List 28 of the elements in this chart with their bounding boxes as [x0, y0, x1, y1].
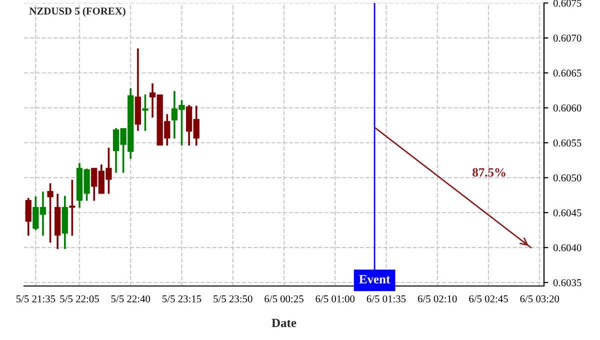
x-tick-label: 5/5 21:35 — [16, 295, 56, 302]
x-tick-label: 5/5 23:50 — [214, 295, 252, 302]
x-axis-title: Date — [272, 318, 296, 328]
x-tick-label: 6/5 00:25 — [264, 295, 304, 302]
candlestick — [25, 197, 32, 237]
y-tick-label: 0.6035 — [553, 279, 582, 286]
x-tick-label: 5/5 23:15 — [162, 295, 202, 302]
y-tick-label: 0.6045 — [553, 209, 582, 216]
y-tick-label: 0.6075 — [553, 0, 582, 7]
y-tick-label: 0.6070 — [553, 34, 582, 42]
ref-line-label: Event — [359, 275, 390, 284]
y-tick-label: 0.6050 — [553, 174, 582, 182]
x-tick-label: 6/5 02:10 — [418, 295, 457, 302]
y-tick-label: 0.6060 — [553, 104, 582, 112]
candlestick — [47, 182, 54, 244]
x-tick-label: 6/5 02:45 — [469, 295, 508, 302]
y-tick-label: 0.6065 — [553, 70, 582, 77]
chart-title: NZDUSD 5 (FOREX) — [29, 7, 126, 17]
y-tick-label: 0.6040 — [553, 244, 582, 252]
x-tick-label: 6/5 01:00 — [316, 295, 355, 302]
x-tick-label: 6/5 03:20 — [520, 295, 560, 302]
candlestick — [142, 94, 148, 132]
x-tick-label: 5/5 22:40 — [111, 295, 150, 302]
annotation: 87.5% — [472, 168, 506, 177]
x-tick-label: 5/5 22:05 — [60, 295, 99, 302]
x-tick-label: 6/5 01:35 — [366, 295, 406, 302]
y-tick-label: 0.6055 — [553, 139, 582, 147]
candlestick — [69, 178, 76, 237]
